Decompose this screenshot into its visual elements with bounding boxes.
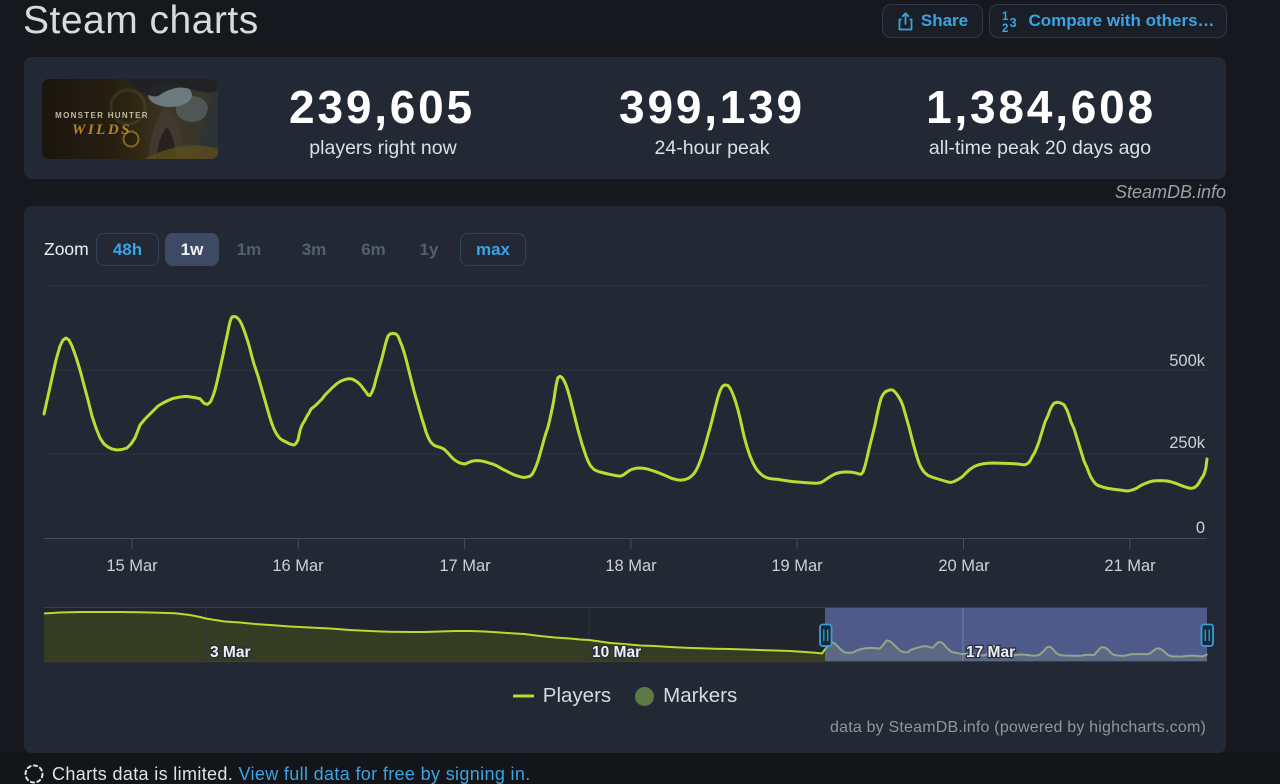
- svg-text:10 Mar: 10 Mar: [592, 644, 641, 661]
- svg-text:250k: 250k: [1169, 434, 1206, 452]
- svg-text:0: 0: [1196, 519, 1205, 537]
- svg-text:16 Mar: 16 Mar: [272, 557, 324, 575]
- svg-text:20 Mar: 20 Mar: [938, 557, 990, 575]
- svg-text:1: 1: [1002, 11, 1009, 23]
- svg-text:18 Mar: 18 Mar: [605, 557, 657, 575]
- svg-text:WILDS: WILDS: [72, 122, 132, 138]
- svg-text:17 Mar: 17 Mar: [966, 644, 1015, 661]
- svg-text:21 Mar: 21 Mar: [1104, 557, 1156, 575]
- svg-text:3 Mar: 3 Mar: [210, 644, 251, 661]
- svg-text:19 Mar: 19 Mar: [771, 557, 823, 575]
- svg-text:15 Mar: 15 Mar: [106, 557, 158, 575]
- svg-text:500k: 500k: [1169, 352, 1206, 370]
- svg-text:3: 3: [1010, 15, 1017, 30]
- svg-text:MONSTER HUNTER: MONSTER HUNTER: [55, 111, 149, 120]
- svg-text:2: 2: [1002, 23, 1008, 33]
- svg-text:17 Mar: 17 Mar: [439, 557, 491, 575]
